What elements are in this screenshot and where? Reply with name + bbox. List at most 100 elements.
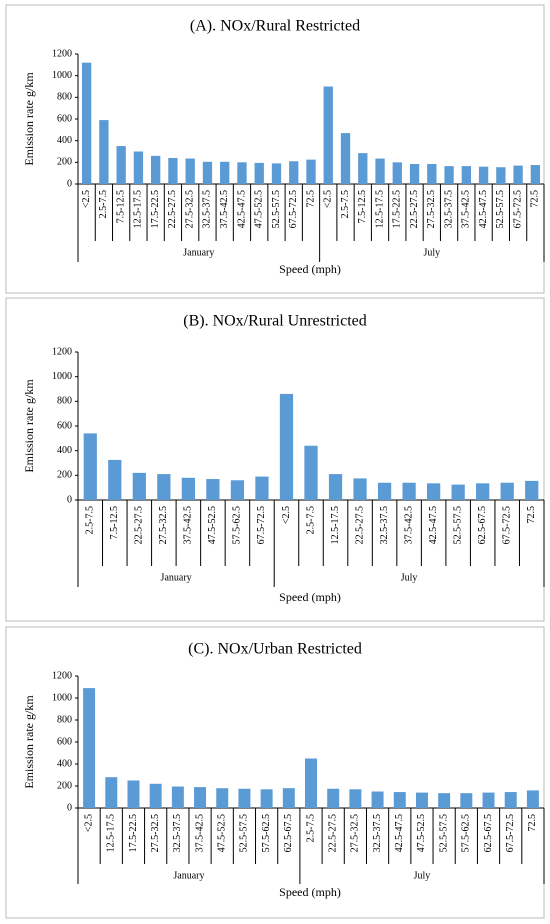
x-tick-label: 52.5-57.5 — [271, 190, 282, 228]
chart-title: (A). NOx/Rural Restricted — [190, 18, 360, 35]
bar — [132, 472, 146, 500]
x-tick-label: 37.5-42.5 — [403, 506, 414, 544]
x-tick-label: 57.5-62.5 — [232, 506, 243, 544]
y-tick-label: 0 — [67, 802, 72, 813]
x-tick-label: 67.5-72.5 — [256, 506, 267, 544]
bar — [444, 166, 454, 184]
x-tick-label: 22.5-27.5 — [134, 506, 145, 544]
bar — [255, 476, 269, 500]
bar — [327, 788, 340, 808]
group-label: January — [173, 870, 204, 881]
y-tick-label: 1200 — [52, 346, 72, 357]
bar — [157, 474, 171, 500]
group-label: July — [401, 572, 418, 583]
y-tick-label: 1200 — [52, 48, 72, 59]
x-tick-label: 52.5-57.5 — [239, 814, 250, 852]
bar — [371, 791, 384, 808]
y-tick-label: 0 — [67, 178, 72, 189]
x-axis-label: Speed (mph) — [279, 590, 341, 604]
x-tick-label: 32.5-37.5 — [379, 506, 390, 544]
bar — [393, 792, 406, 808]
bar — [427, 163, 437, 184]
y-tick-label: 200 — [57, 780, 72, 791]
x-tick-label: 67.5-72.5 — [505, 814, 516, 852]
x-tick-label: 12.5-17.5 — [106, 814, 117, 852]
y-axis-label: Emission rate g/km — [22, 695, 36, 789]
x-tick-label: <2.5 — [281, 506, 292, 524]
x-tick-label: 12.5-17.5 — [133, 190, 144, 228]
x-tick-label: 7.5-12.5 — [115, 190, 126, 223]
x-tick-label: 22.5-27.5 — [327, 814, 338, 852]
x-tick-label: 2.5-7.5 — [98, 190, 109, 218]
x-tick-label: 62.5-67.5 — [283, 814, 294, 852]
bar — [461, 166, 471, 184]
chart-title: (B). NOx/Rural Unrestricted — [183, 313, 367, 330]
bar — [530, 165, 541, 184]
x-tick-label: 2.5-7.5 — [340, 190, 351, 218]
y-tick-label: 600 — [57, 420, 72, 431]
bar — [149, 783, 162, 808]
group-label: January — [183, 247, 214, 258]
bar — [202, 161, 213, 184]
bar — [181, 477, 195, 500]
x-tick-label: 27.5-32.5 — [150, 814, 161, 852]
y-tick-label: 800 — [57, 92, 72, 103]
x-tick-label: 2.5-7.5 — [305, 506, 316, 534]
bar — [451, 484, 465, 500]
y-tick-label: 800 — [57, 396, 72, 407]
y-tick-label: 400 — [57, 445, 72, 456]
group-label: July — [414, 870, 431, 881]
x-tick-label: <2.5 — [323, 190, 334, 208]
bar — [206, 479, 220, 500]
x-tick-label: 47.5-52.5 — [207, 506, 218, 544]
bar — [220, 161, 230, 184]
y-axis-label: Emission rate g/km — [22, 72, 36, 166]
x-tick-label: 32.5-37.5 — [172, 814, 183, 852]
bar — [185, 158, 195, 184]
y-tick-label: 600 — [57, 113, 72, 124]
y-tick-label: 1000 — [52, 70, 72, 81]
x-tick-label: 12.5-17.5 — [374, 190, 385, 228]
x-tick-label: <2.5 — [81, 190, 92, 208]
x-tick-label: 47.5-52.5 — [254, 190, 265, 228]
bar — [328, 474, 343, 500]
x-tick-label: 12.5-17.5 — [330, 506, 341, 544]
bar — [306, 159, 316, 184]
x-tick-label: 32.5-37.5 — [443, 190, 454, 228]
bar — [349, 789, 362, 808]
y-tick-label: 1000 — [52, 371, 72, 382]
x-tick-label: 17.5-22.5 — [128, 814, 139, 852]
x-tick-label: 62.5-67.5 — [483, 814, 494, 852]
x-tick-label: 47.5-52.5 — [217, 814, 228, 852]
x-tick-label: 72.5 — [526, 506, 537, 524]
bar — [99, 120, 109, 184]
x-tick-label: 42.5-47.5 — [394, 814, 405, 852]
bar — [460, 793, 473, 808]
bar — [305, 758, 317, 808]
bar — [438, 793, 451, 808]
x-tick-label: 52.5-57.5 — [452, 506, 463, 544]
x-tick-label: 57.5-62.5 — [461, 814, 472, 852]
bar — [496, 167, 506, 184]
x-tick-label: 47.5-52.5 — [416, 814, 427, 852]
y-axis-label: Emission rate g/km — [22, 379, 36, 473]
bar — [260, 789, 273, 808]
bar — [478, 166, 489, 184]
bar — [105, 777, 118, 808]
x-tick-label: 27.5-32.5 — [426, 190, 437, 228]
x-tick-label: 2.5-7.5 — [85, 506, 96, 534]
x-tick-label: 2.5-7.5 — [305, 814, 316, 842]
x-tick-label: 72.5 — [527, 814, 538, 832]
bar — [504, 792, 517, 808]
bar — [340, 133, 351, 184]
group-label: July — [423, 247, 440, 258]
x-tick-label: 72.5 — [305, 190, 316, 208]
bar — [427, 483, 441, 500]
panel-border — [5, 4, 545, 294]
x-tick-label: 27.5-32.5 — [350, 814, 361, 852]
x-tick-label: 17.5-22.5 — [150, 190, 161, 228]
x-tick-label: 52.5-57.5 — [495, 190, 506, 228]
x-tick-label: 7.5-12.5 — [357, 190, 368, 223]
x-tick-label: 57.5-62.5 — [261, 814, 272, 852]
